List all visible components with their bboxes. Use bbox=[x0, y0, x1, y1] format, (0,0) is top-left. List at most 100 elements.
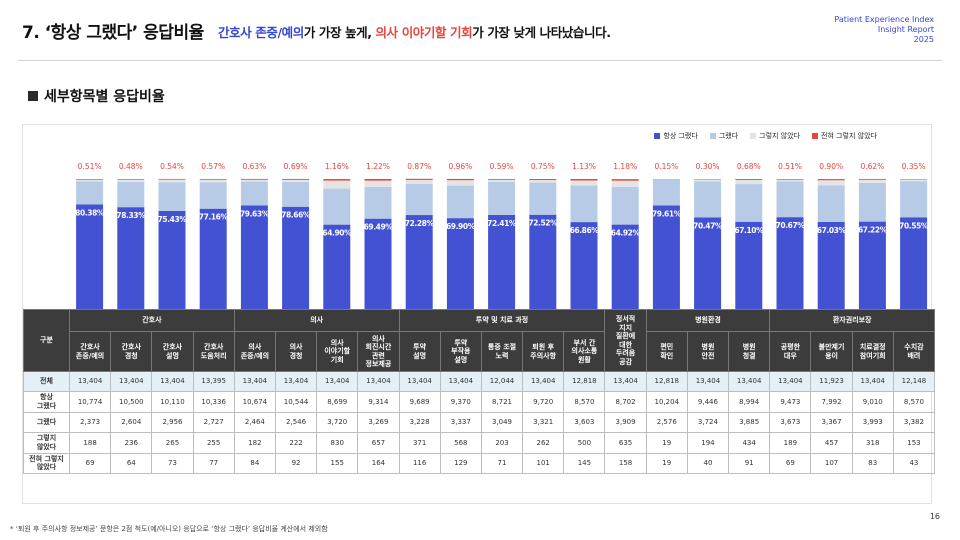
bar-segment-sometimes bbox=[76, 179, 104, 182]
data-label-always: 69.90% bbox=[446, 222, 476, 231]
subtitle-highlight-worst: 의사 이야기할 기회 bbox=[375, 25, 473, 40]
bar-segment-sometimes bbox=[694, 179, 722, 182]
table-column-header: 간호사 경청 bbox=[110, 331, 153, 372]
bar-segment-never bbox=[76, 179, 104, 180]
page-subtitle: 간호사 존중/예의가 가장 높게, 의사 이야기할 기회가 가장 낮게 나타났습… bbox=[218, 22, 611, 41]
table-row-label: 그렇지 않았다 bbox=[23, 432, 70, 454]
data-table: 구분 간호사 의사 투약 및 치료 과정 정서적 지지 질환에 대한 두려움 공감 병원환경 환자권리… bbox=[23, 309, 936, 474]
footnote: * ‘퇴원 후 주의사항 정보제공’ 문항은 2점 척도(예/아니오) 응답으로… bbox=[10, 525, 328, 533]
bar-segment-always bbox=[405, 215, 433, 309]
bar-segment-always bbox=[488, 214, 516, 309]
data-label-always: 80.38% bbox=[75, 209, 105, 218]
table-cell: 107 bbox=[810, 452, 853, 474]
data-label-never: 0.75% bbox=[531, 162, 555, 171]
table-cell: 40 bbox=[686, 452, 730, 474]
bar-segment-sometimes bbox=[199, 179, 227, 183]
bar-segment-sometimes bbox=[364, 180, 392, 187]
data-label-never: 0.69% bbox=[284, 162, 308, 171]
table-cell: 10,204 bbox=[645, 391, 688, 413]
data-label-never: 1.22% bbox=[366, 162, 390, 171]
bar-segment-sometimes bbox=[529, 180, 557, 183]
table-column-header: 간호사 설명 bbox=[151, 331, 194, 372]
subtitle-highlight-best: 간호사 존중/예의 bbox=[218, 25, 304, 40]
table-row-label: 그랬다 bbox=[23, 411, 70, 433]
report-badge: Patient Experience Index Insight Report … bbox=[834, 15, 934, 45]
data-label-always: 72.52% bbox=[528, 219, 558, 228]
bar-segment-usually bbox=[405, 183, 433, 216]
legend-swatch bbox=[709, 133, 716, 139]
table-cell: 13,404 bbox=[316, 371, 359, 392]
bar-segment-usually bbox=[817, 185, 845, 222]
bar-segment-sometimes bbox=[488, 179, 516, 182]
bar-segment-usually bbox=[364, 186, 392, 219]
bar-segment-never bbox=[529, 179, 557, 181]
bar-segment-sometimes bbox=[117, 179, 145, 182]
table-cell: 657 bbox=[357, 432, 400, 454]
data-label-never: 0.63% bbox=[242, 162, 266, 171]
table-cell: 71 bbox=[480, 452, 524, 474]
table-cell: 3,993 bbox=[851, 411, 894, 433]
bar-segment-never bbox=[199, 178, 227, 180]
table-cell: 194 bbox=[686, 432, 730, 454]
table-row-label: 전체 bbox=[23, 371, 70, 392]
bar-segment-always bbox=[76, 204, 104, 309]
data-label-always: 67.10% bbox=[734, 226, 764, 235]
legend-item-always: 항상 그랬다 bbox=[654, 131, 698, 141]
table-cell: 3,321 bbox=[522, 411, 565, 433]
table-cell: 13,404 bbox=[357, 371, 400, 392]
bar-segment-sometimes bbox=[776, 179, 804, 182]
chart-legend: 항상 그랬다 그랬다 그렇지 않았다 전혀 그렇지 않았다 bbox=[654, 131, 877, 141]
bar-segment-always bbox=[817, 221, 845, 309]
table-cell: 8,570 bbox=[563, 391, 606, 413]
bar-segment-never bbox=[282, 178, 310, 180]
table-column-header: 치료결정 참여기회 bbox=[851, 331, 894, 372]
bar-segment-always bbox=[282, 206, 310, 309]
table-cell: 3,382 bbox=[892, 411, 936, 433]
bar-segment-never bbox=[735, 179, 763, 180]
table-row-label: 전혀 그렇지 않았다 bbox=[23, 452, 70, 474]
table-column-header: 투약 설명 bbox=[398, 331, 441, 372]
bar-segment-usually bbox=[446, 185, 474, 219]
table-cell: 64 bbox=[110, 452, 153, 474]
table-cell: 12,044 bbox=[480, 371, 524, 392]
section-title: 세부항목별 응답비율 bbox=[44, 89, 165, 105]
bar-segment-sometimes bbox=[570, 180, 598, 186]
table-cell: 12,818 bbox=[563, 371, 606, 392]
table-cell: 19 bbox=[645, 432, 688, 454]
table-cell: 9,370 bbox=[439, 391, 482, 413]
table-cell: 8,702 bbox=[604, 391, 647, 413]
bar-segment-usually bbox=[529, 182, 557, 215]
table-cell: 2,576 bbox=[645, 411, 688, 433]
table-cell: 8,721 bbox=[480, 391, 524, 413]
table-cell: 635 bbox=[604, 432, 647, 454]
table-cell: 265 bbox=[151, 432, 194, 454]
subtitle-text-2: 가 가장 낮게 나타났습니다. bbox=[472, 25, 611, 40]
legend-label: 전혀 그렇지 않았다 bbox=[821, 132, 877, 140]
data-label-always: 69.49% bbox=[364, 223, 394, 232]
bar-segment-always bbox=[570, 222, 598, 309]
table-cell: 13,404 bbox=[439, 371, 482, 392]
table-cell: 9,010 bbox=[851, 391, 894, 413]
table-cell: 77 bbox=[192, 452, 235, 474]
bar-segment-always bbox=[199, 208, 227, 309]
bar-segment-always bbox=[529, 214, 557, 309]
bar-segment-always bbox=[611, 224, 639, 309]
table-cell: 3,673 bbox=[769, 411, 812, 433]
table-cell: 91 bbox=[728, 452, 771, 474]
table-group-header: 정서적 지지 질환에 대한 두려움 공감 bbox=[604, 309, 647, 372]
legend-swatch bbox=[654, 133, 661, 139]
table-cell: 145 bbox=[563, 452, 606, 474]
table-cell: 13,404 bbox=[604, 371, 647, 392]
data-label-never: 0.59% bbox=[490, 162, 514, 171]
data-label-never: 0.54% bbox=[160, 162, 184, 171]
data-label-always: 78.66% bbox=[281, 211, 311, 220]
legend-label: 그렇지 않았다 bbox=[759, 132, 801, 140]
table-cell: 3,724 bbox=[686, 411, 730, 433]
data-label-never: 0.15% bbox=[654, 162, 678, 171]
table-group-header: 투약 및 치료 과정 bbox=[398, 309, 606, 332]
table-cell: 262 bbox=[522, 432, 565, 454]
table-cell: 500 bbox=[563, 432, 606, 454]
bar-segment-usually bbox=[570, 185, 598, 223]
table-cell: 3,228 bbox=[398, 411, 441, 433]
bar-segment-always bbox=[117, 207, 145, 309]
